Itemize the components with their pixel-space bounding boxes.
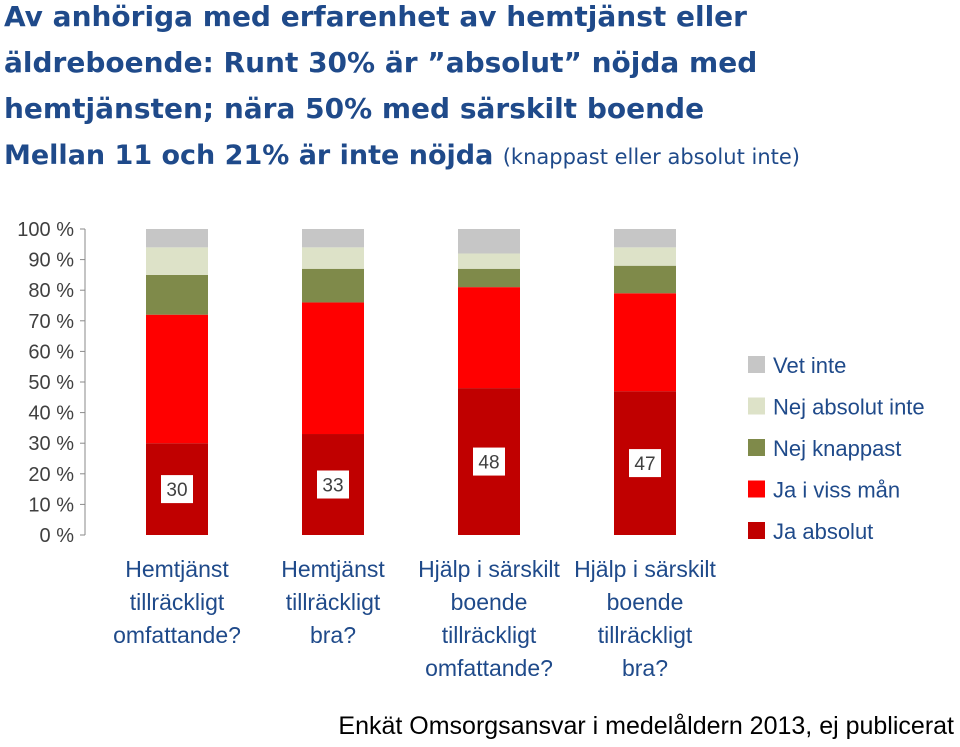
legend-label: Nej knappast xyxy=(773,436,901,461)
bar-segment xyxy=(614,293,676,392)
legend-label: Ja absolut xyxy=(773,519,873,544)
legend-swatch xyxy=(748,480,765,498)
y-tick-label: 10 % xyxy=(28,494,74,516)
legend-label: Ja i viss mån xyxy=(773,478,900,503)
category-label: Hjälp i särskilt xyxy=(574,556,716,582)
y-tick-label: 70 % xyxy=(28,311,74,333)
title-line-4-sub: (knappast eller absolut inte) xyxy=(502,145,800,169)
data-label: 30 xyxy=(166,480,187,501)
legend-swatch xyxy=(748,356,765,373)
title-line-4-main: Mellan 11 och 21% är inte nöjda xyxy=(4,140,494,171)
bar-segment xyxy=(458,253,520,269)
legend-swatch xyxy=(748,439,765,456)
y-tick-label: 0 % xyxy=(40,525,75,547)
source-footer: Enkät Omsorgsansvar i medelåldern 2013, … xyxy=(338,712,954,740)
data-label: 33 xyxy=(322,476,343,497)
bar-segment xyxy=(146,274,208,315)
data-label: 47 xyxy=(634,454,655,475)
bar-segment xyxy=(614,265,676,294)
y-tick-label: 90 % xyxy=(28,250,74,272)
y-tick-label: 40 % xyxy=(28,403,74,425)
bar-segment xyxy=(614,229,676,248)
category-label: omfattande? xyxy=(113,622,241,648)
category-label: bra? xyxy=(622,655,668,681)
category-label: boende xyxy=(451,589,528,615)
title-line-2: äldreboende: Runt 30% är ”absolut” nöjda… xyxy=(4,46,758,79)
category-label: tillräckligt xyxy=(286,589,381,615)
category-label: tillräckligt xyxy=(130,589,225,615)
y-tick-label: 60 % xyxy=(28,341,74,363)
legend-swatch xyxy=(748,522,765,539)
y-tick-label: 50 % xyxy=(28,372,74,394)
data-label-box xyxy=(161,475,193,504)
bar-segment xyxy=(458,287,520,389)
category-label: Hemtjänst xyxy=(125,556,229,582)
legend-label: Nej absolut inte xyxy=(773,395,925,420)
title-line-3: hemtjänsten; nära 50% med särskilt boend… xyxy=(4,92,705,125)
y-tick-label: 80 % xyxy=(28,280,74,302)
category-label: boende xyxy=(607,589,684,615)
legend-label: Vet inte xyxy=(773,353,846,378)
category-label: tillräckligt xyxy=(598,622,693,648)
bar-segment xyxy=(458,229,520,254)
bar-segment xyxy=(614,247,676,266)
y-tick-label: 20 % xyxy=(28,464,74,486)
data-label-box xyxy=(629,449,661,478)
category-label: tillräckligt xyxy=(442,622,537,648)
y-tick-label: 30 % xyxy=(28,433,74,455)
bar-segment xyxy=(146,229,208,248)
data-label: 48 xyxy=(478,453,499,474)
y-tick-label: 100 % xyxy=(17,219,74,241)
bar-segment xyxy=(302,247,364,269)
bar-segment xyxy=(146,314,208,444)
bar-segment xyxy=(302,229,364,248)
bar-segment xyxy=(302,268,364,303)
category-label: bra? xyxy=(310,622,356,648)
category-label: Hemtjänst xyxy=(281,556,385,582)
category-label: Hjälp i särskilt xyxy=(418,556,560,582)
title-line-4: Mellan 11 och 21% är inte nöjda (knappas… xyxy=(4,140,800,171)
data-label-box xyxy=(473,447,505,476)
data-label-box xyxy=(317,470,349,499)
legend-swatch xyxy=(748,397,765,415)
bar-segment xyxy=(458,268,520,288)
bar-segment xyxy=(146,247,208,275)
category-label: omfattande? xyxy=(425,655,553,681)
title-line-1: Av anhöriga med erfarenhet av hemtjänst … xyxy=(4,0,747,33)
bar-segment xyxy=(302,302,364,435)
